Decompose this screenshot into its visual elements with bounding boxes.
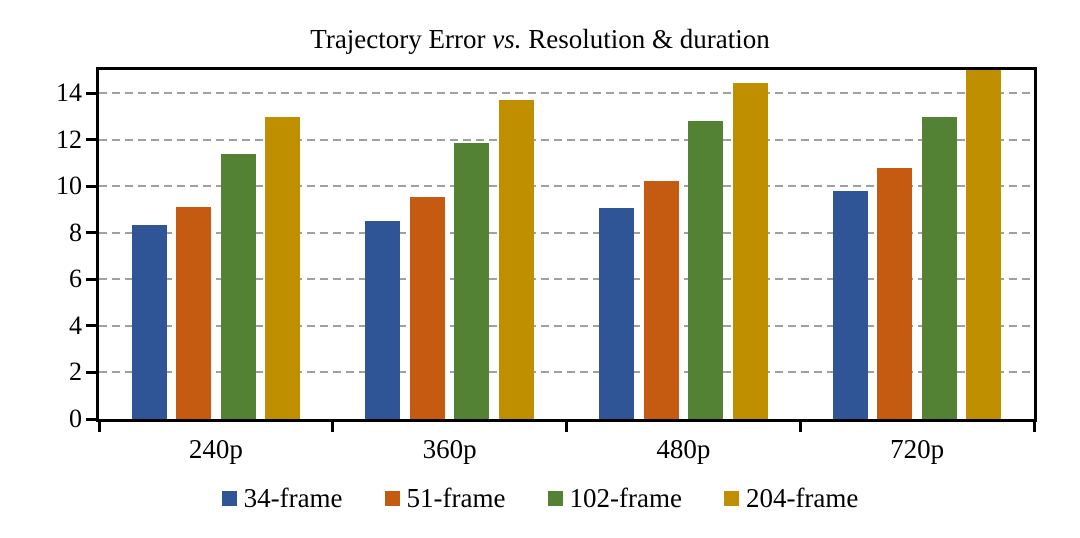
x-tick-0 <box>97 422 101 432</box>
x-category-label-480p: 480p <box>656 434 711 464</box>
y-tick-label-2: 2 <box>69 357 82 387</box>
y-tick-8 <box>86 231 96 235</box>
x-tick-1 <box>331 422 335 432</box>
chart-title-suffix: Resolution & duration <box>521 24 770 54</box>
gridline-y-8 <box>99 231 1034 234</box>
y-tick-0 <box>86 417 96 421</box>
bar-480p-102-frame <box>688 121 724 419</box>
legend-label-204-frame: 204-frame <box>745 483 859 513</box>
bar-480p-51-frame <box>643 180 679 419</box>
bar-240p-34-frame <box>131 224 167 419</box>
x-tick-2 <box>565 422 568 432</box>
legend-label-102-frame: 102-frame <box>569 483 682 513</box>
y-tick-4 <box>86 324 96 328</box>
bar-240p-102-frame <box>220 153 256 419</box>
legend-item-34-frame: 34-frame <box>221 483 343 513</box>
y-tick-6 <box>86 277 96 281</box>
x-category-label-360p: 360p <box>422 434 477 464</box>
gridline-y-2 <box>99 371 1034 374</box>
x-tick-4 <box>1032 422 1036 432</box>
legend-swatch-34-frame <box>221 490 237 506</box>
legend-swatch-204-frame <box>723 490 739 506</box>
gridline-y-6 <box>99 278 1034 281</box>
legend-swatch-102-frame <box>547 490 563 506</box>
y-tick-12 <box>86 138 96 142</box>
y-tick-14 <box>86 91 96 95</box>
chart-title-prefix: Trajectory Error <box>310 24 493 54</box>
legend-swatch-51-frame <box>384 490 400 506</box>
legend-label-51-frame: 51-frame <box>406 483 506 513</box>
x-category-label-720p: 720p <box>890 434 945 464</box>
bar-360p-51-frame <box>409 196 445 419</box>
y-tick-label-4: 4 <box>69 310 82 340</box>
bar-360p-102-frame <box>454 143 490 419</box>
bar-480p-204-frame <box>732 82 768 419</box>
legend-label-34-frame: 34-frame <box>243 483 343 513</box>
gridline-y-12 <box>99 138 1034 141</box>
y-tick-label-0: 0 <box>69 404 82 433</box>
legend-item-51-frame: 51-frame <box>384 483 506 513</box>
bar-720p-204-frame <box>966 70 1002 419</box>
y-tick-label-12: 12 <box>56 124 82 154</box>
bar-240p-51-frame <box>176 207 212 419</box>
gridline-y-10 <box>99 185 1034 188</box>
gridline-y-14 <box>99 92 1034 95</box>
bar-360p-34-frame <box>365 221 401 419</box>
chart-title-vs: vs. <box>492 24 522 54</box>
legend: 34-frame 51-frame 102-frame 204-frame <box>0 481 1080 515</box>
bars-layer <box>99 70 1034 419</box>
bar-480p-34-frame <box>599 208 635 419</box>
gridline-y-4 <box>99 324 1034 327</box>
legend-item-102-frame: 102-frame <box>547 483 682 513</box>
x-tick-3 <box>798 422 802 432</box>
y-tick-label-14: 14 <box>56 78 82 108</box>
y-tick-label-6: 6 <box>69 264 82 294</box>
bar-720p-51-frame <box>877 167 913 419</box>
bar-360p-204-frame <box>498 100 534 419</box>
chart-title: Trajectory Error vs. Resolution & durati… <box>0 24 1080 55</box>
bar-240p-204-frame <box>265 116 301 419</box>
y-tick-10 <box>86 184 96 188</box>
y-tick-label-10: 10 <box>56 171 82 201</box>
bar-720p-34-frame <box>832 191 868 419</box>
y-tick-2 <box>86 370 96 374</box>
gridlines-layer <box>99 70 1034 419</box>
legend-item-204-frame: 204-frame <box>723 483 859 513</box>
x-category-label-240p: 240p <box>188 434 243 464</box>
y-tick-label-8: 8 <box>69 217 82 247</box>
bar-720p-102-frame <box>921 116 957 419</box>
